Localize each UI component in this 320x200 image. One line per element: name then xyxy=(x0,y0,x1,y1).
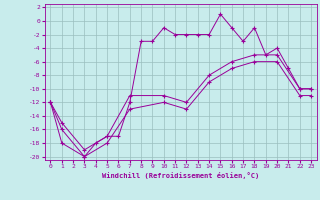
X-axis label: Windchill (Refroidissement éolien,°C): Windchill (Refroidissement éolien,°C) xyxy=(102,172,260,179)
